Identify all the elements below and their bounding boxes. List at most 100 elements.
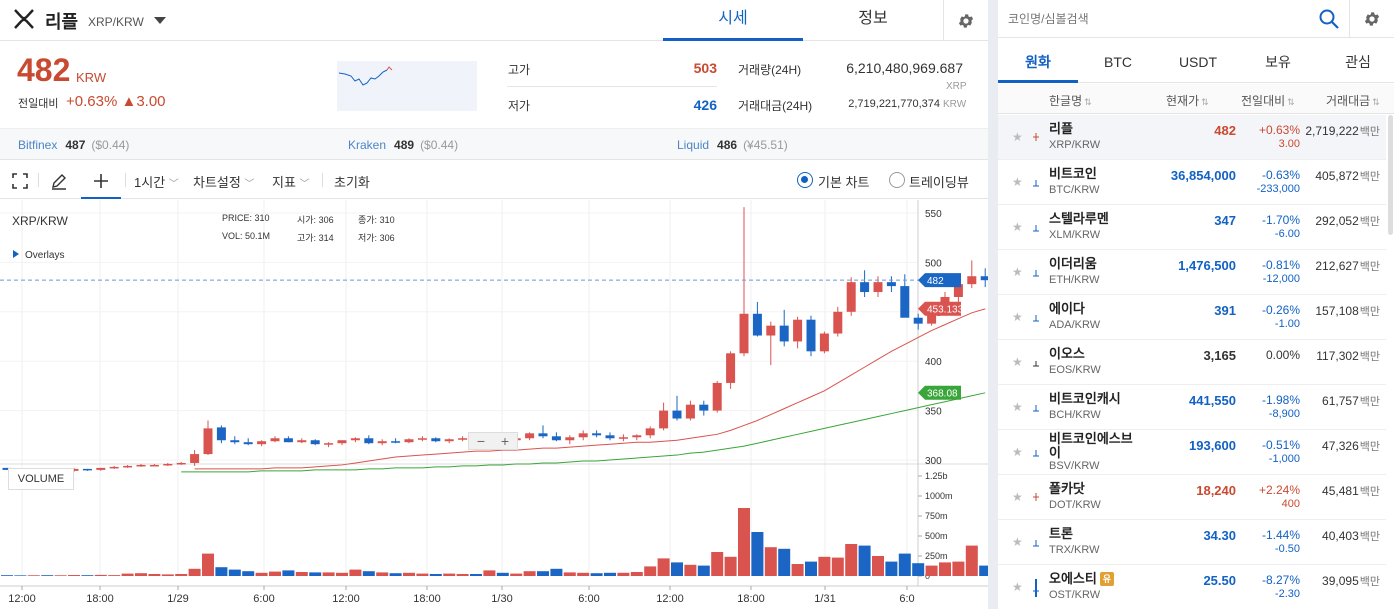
volume-bar bbox=[202, 553, 214, 576]
tab-btc[interactable]: BTC bbox=[1104, 54, 1132, 70]
tab-info[interactable]: 정보 bbox=[858, 10, 888, 27]
header-price[interactable]: 현재가 ⇅ bbox=[1166, 92, 1209, 109]
exchange-liquid: Liquid 486 (¥45.51) bbox=[677, 138, 788, 152]
coin-dropdown-icon[interactable] bbox=[154, 17, 166, 24]
volume-bar bbox=[175, 574, 188, 576]
volume-bar bbox=[764, 547, 777, 576]
volume-bar bbox=[269, 571, 281, 576]
candle-body bbox=[109, 466, 119, 469]
volume-bar bbox=[108, 575, 121, 576]
search-input[interactable] bbox=[1008, 9, 1308, 29]
search-icon[interactable] bbox=[1318, 8, 1340, 30]
candle-body bbox=[806, 319, 816, 352]
coin-row[interactable]: ★ 폴카닷 DOT/KRW 18,240 +2.24% 400 45,481백만 bbox=[998, 475, 1386, 520]
zoom-out-button[interactable]: − bbox=[476, 433, 486, 449]
header-label: 한글명 bbox=[1049, 94, 1083, 108]
favorite-star-icon[interactable]: ★ bbox=[1012, 355, 1023, 369]
favorite-star-icon[interactable]: ★ bbox=[1012, 445, 1023, 459]
favorite-star-icon[interactable]: ★ bbox=[1012, 400, 1023, 414]
crosshair-icon[interactable] bbox=[91, 171, 111, 191]
crosshair-tool[interactable] bbox=[81, 161, 121, 199]
coin-volume: 292,052백만 bbox=[1315, 213, 1380, 229]
basic-chart-radio[interactable] bbox=[797, 172, 813, 188]
pencil-icon[interactable] bbox=[49, 171, 69, 191]
y-tick-label: 550 bbox=[925, 209, 942, 220]
tradingview-radio[interactable] bbox=[889, 172, 905, 188]
coin-volume-value: 39,095 bbox=[1322, 574, 1359, 588]
current-price-tag: 482 bbox=[927, 276, 944, 287]
coin-volume-unit: 백만 bbox=[1359, 216, 1380, 228]
coin-change-pct: +0.63% bbox=[1258, 123, 1300, 137]
coin-row[interactable]: ★ 오에스티 유 OST/KRW 25.50 -8.27% -2.30 39,095백만 bbox=[998, 565, 1386, 609]
exchange-jpy: (¥45.51) bbox=[743, 138, 788, 152]
scrollbar[interactable] bbox=[1388, 115, 1393, 235]
coin-volume: 2,719,222백만 bbox=[1305, 123, 1380, 139]
volume-bar bbox=[215, 567, 228, 576]
favorite-star-icon[interactable]: ★ bbox=[1012, 310, 1023, 324]
favorite-star-icon[interactable]: ★ bbox=[1012, 580, 1023, 594]
coin-name: 이더리움 bbox=[1049, 257, 1144, 271]
chart-settings-button[interactable] bbox=[943, 0, 988, 41]
zoom-in-button[interactable]: + bbox=[500, 433, 510, 449]
coin-volume: 405,872백만 bbox=[1315, 168, 1380, 184]
favorite-star-icon[interactable]: ★ bbox=[1012, 130, 1023, 144]
coin-row[interactable]: ★ 이오스 EOS/KRW 3,165 0.00% 117,302백만 bbox=[998, 340, 1386, 385]
reset-button[interactable]: 초기화 bbox=[334, 175, 370, 190]
x-tick-label: 1/31 bbox=[814, 593, 835, 605]
indicators-menu[interactable]: 지표 ﹀ bbox=[272, 172, 310, 191]
chart-settings-menu[interactable]: 차트설정 ﹀ bbox=[193, 172, 254, 191]
header-change[interactable]: 전일대비 ⇅ bbox=[1241, 92, 1295, 109]
coin-row[interactable]: ★ 비트코인 BTC/KRW 36,854,000 -0.63% -233,000 405,… bbox=[998, 160, 1386, 205]
volume-bar bbox=[228, 569, 241, 576]
coin-name-text: 스텔라루멘 bbox=[1049, 211, 1109, 226]
coin-row[interactable]: ★ 에이다 ADA/KRW 391 -0.26% -1.00 157,108백만 bbox=[998, 295, 1386, 340]
header-volume[interactable]: 거래대금 ⇅ bbox=[1326, 92, 1380, 109]
market-settings-button[interactable] bbox=[1349, 0, 1394, 38]
tab-favorites[interactable]: 관심 bbox=[1345, 54, 1371, 70]
candle-body bbox=[404, 439, 414, 443]
basic-chart-label[interactable]: 기본 차트 bbox=[818, 175, 870, 190]
coin-row[interactable]: ★ 이더리움 ETH/KRW 1,476,500 -0.81% -12,000 212,62… bbox=[998, 250, 1386, 295]
favorite-star-icon[interactable]: ★ bbox=[1012, 490, 1023, 504]
coin-row[interactable]: ★ 비트코인에스브이 BSV/KRW 193,600 -0.51% -1,000 47,32… bbox=[998, 430, 1386, 475]
coin-change-pct: -0.51% bbox=[1261, 438, 1300, 452]
favorite-star-icon[interactable]: ★ bbox=[1012, 535, 1023, 549]
tab-usdt[interactable]: USDT bbox=[1178, 54, 1218, 70]
overlays-toggle[interactable]: Overlays bbox=[13, 250, 64, 261]
volume-bar bbox=[135, 573, 147, 576]
coin-change-amt: -2.30 bbox=[1274, 588, 1300, 600]
candle-body bbox=[417, 438, 427, 440]
coin-change-pct: -0.26% bbox=[1261, 303, 1300, 317]
volume-bar bbox=[483, 570, 496, 576]
coin-row[interactable]: ★ 비트코인캐시 BCH/KRW 441,550 -1.98% -8,900 61,757백… bbox=[998, 385, 1386, 430]
chevron-down-icon: ﹀ bbox=[299, 179, 310, 190]
favorite-star-icon[interactable]: ★ bbox=[1012, 265, 1023, 279]
coin-volume-unit: 백만 bbox=[1359, 171, 1380, 183]
favorite-star-icon[interactable]: ★ bbox=[1012, 175, 1023, 189]
tab-holdings[interactable]: 보유 bbox=[1265, 54, 1291, 70]
volume-bar bbox=[657, 558, 670, 576]
chart-canvas[interactable]: 5505004504003503001.25b1000m750m500m250m… bbox=[0, 200, 988, 609]
volume-24h: 6,210,480,969.687 bbox=[846, 60, 963, 76]
coin-row[interactable]: ★ 리플 XRP/KRW 482 +0.63% 3.00 2,719,222백만 bbox=[998, 115, 1386, 160]
header-name[interactable]: 한글명 ⇅ bbox=[1049, 92, 1092, 109]
candle-chart[interactable]: 5505004504003503001.25b1000m750m500m250m… bbox=[0, 200, 988, 609]
high-price: 503 bbox=[693, 60, 717, 76]
coin-change-amt: 400 bbox=[1281, 498, 1300, 510]
tab-quote[interactable]: 시세 bbox=[663, 0, 803, 41]
candle-body bbox=[525, 433, 535, 439]
interval-select[interactable]: 1시간 ﹀ bbox=[134, 172, 179, 191]
coin-name: 이오스 bbox=[1049, 347, 1144, 361]
ohlc-vol: VOL: 50.1M bbox=[222, 231, 270, 241]
tradingview-label[interactable]: 트레이딩뷰 bbox=[909, 175, 969, 190]
candle-body bbox=[391, 441, 401, 443]
coin-row[interactable]: ★ 스텔라루멘 XLM/KRW 347 -1.70% -6.00 292,052백만 bbox=[998, 205, 1386, 250]
tab-krw[interactable]: 원화 bbox=[998, 43, 1078, 83]
y-tick-label: 350 bbox=[925, 407, 942, 418]
fullscreen-icon[interactable] bbox=[10, 171, 30, 191]
candle-body bbox=[712, 382, 722, 411]
candle-body bbox=[2, 467, 12, 470]
favorite-star-icon[interactable]: ★ bbox=[1012, 220, 1023, 234]
volume-bar bbox=[429, 574, 442, 576]
coin-row[interactable]: ★ 트론 TRX/KRW 34.30 -1.44% -0.50 40,403백만 bbox=[998, 520, 1386, 565]
